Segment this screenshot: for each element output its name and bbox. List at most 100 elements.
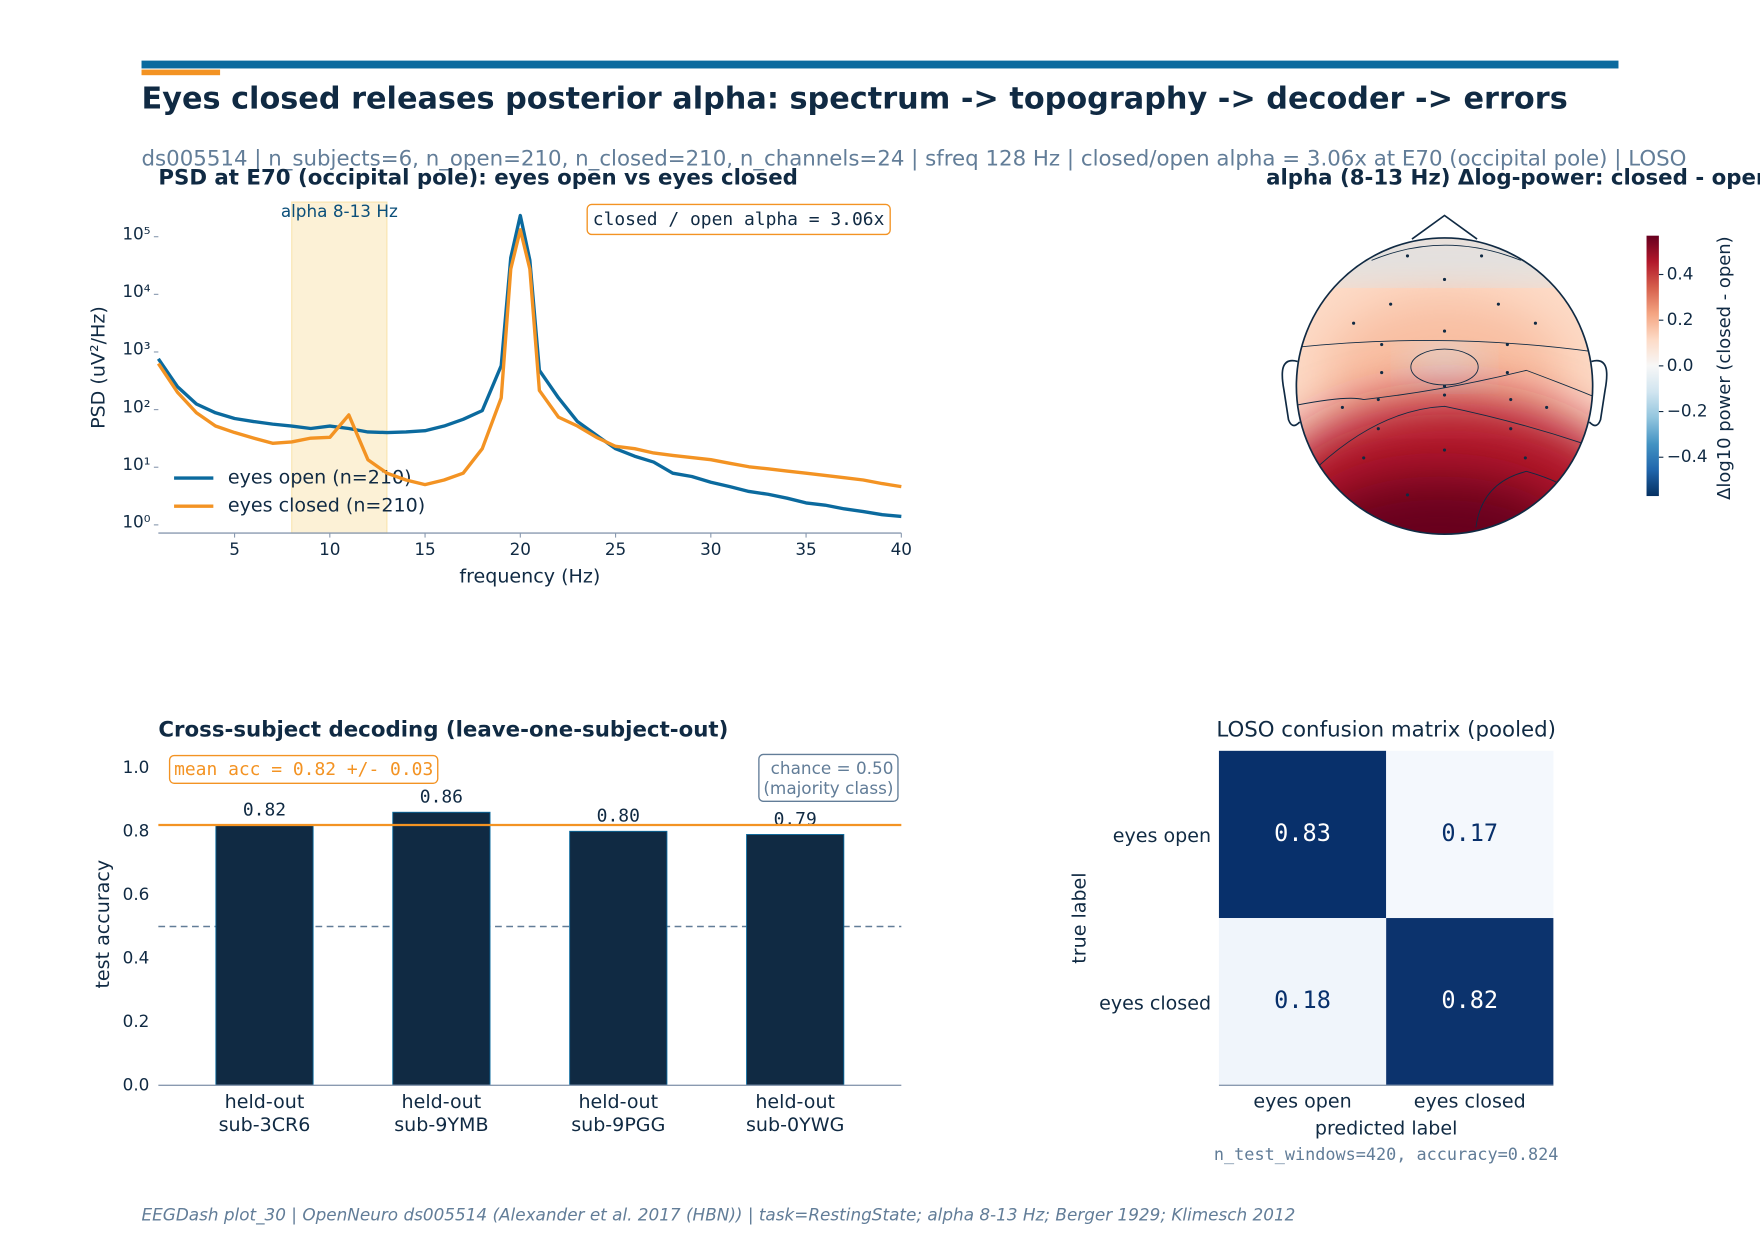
topomap-field [1296, 237, 1593, 535]
sensor [1389, 302, 1393, 306]
sensor [1362, 456, 1366, 460]
annotation: closed / open alpha = 3.06x [593, 209, 885, 230]
sensor [1442, 329, 1447, 333]
field-central [1410, 350, 1479, 384]
y-axis-label: true label [1068, 872, 1090, 963]
cell-label: 0.82 [1441, 986, 1498, 1014]
band-label: alpha 8-13 Hz [281, 201, 398, 221]
legend-label: eyes open (n=210) [228, 467, 412, 489]
right-ear [1588, 359, 1608, 427]
contour [1296, 369, 1593, 407]
sensor [1376, 427, 1380, 431]
sensor [1479, 254, 1484, 258]
sensor [1442, 448, 1447, 452]
chart-title: alpha (8-13 Hz) Δlog-power: closed - ope… [1266, 165, 1760, 190]
sensor [1509, 397, 1513, 402]
value-label: 0.82 [243, 799, 286, 820]
x-tick-label: 5 [229, 539, 240, 559]
value-label: 0.79 [774, 809, 817, 830]
bar [215, 824, 314, 1086]
x-tick-label: 10 [319, 539, 340, 559]
field-occipital [1304, 475, 1574, 535]
x-axis-label: predicted label [1315, 1118, 1458, 1140]
sensor [1442, 277, 1447, 282]
head-outline [1295, 237, 1594, 536]
y-tick-label: 10⁵ [122, 223, 150, 243]
x-tick-label: 40 [891, 539, 912, 559]
y-axis-label: PSD (uV²/Hz) [87, 306, 109, 429]
sensor [1405, 493, 1410, 497]
colorbar-tick-label: 0.2 [1667, 309, 1694, 329]
bar [392, 811, 491, 1086]
x-tick-label: 25 [605, 539, 626, 559]
y-tick-label: 10⁴ [122, 281, 150, 301]
colorbar [1646, 235, 1659, 497]
figure-subtitle: ds005514 | n_subjects=6, n_open=210, n_c… [142, 146, 1687, 171]
x-tick-label: held-out sub-9YMB [394, 1091, 488, 1136]
colorbar-tick-label: 0.0 [1667, 355, 1694, 375]
value-label: 0.80 [597, 806, 640, 827]
y-tick-label: 0.6 [123, 884, 150, 904]
x-tick-label: 20 [510, 539, 531, 559]
psd-line [156, 213, 902, 519]
y-tick-label: 10¹ [122, 454, 150, 474]
cell-label: 0.83 [1274, 819, 1331, 847]
y-tick-label: 0.2 [123, 1011, 150, 1031]
heatmap-cell [1218, 750, 1387, 919]
sensor [1545, 405, 1549, 409]
x-tick-label: 35 [795, 539, 816, 559]
x-tick-label: 15 [414, 539, 435, 559]
contour [1318, 405, 1583, 467]
colorbar-label: Δlog10 power (closed - open) [1714, 236, 1735, 500]
note: n_test_windows=420, accuracy=0.824 [1214, 1144, 1558, 1164]
x-tick-label: held-out sub-0YWG [746, 1091, 844, 1136]
value-label: 0.86 [420, 787, 463, 808]
chart-title: LOSO confusion matrix (pooled) [1216, 718, 1556, 743]
alpha-band [291, 201, 388, 534]
annotation: mean acc = 0.82 +/- 0.03 [174, 759, 433, 780]
field-frontal [1296, 237, 1593, 277]
y-tick-label: eyes closed [1099, 992, 1211, 1014]
annotation-box [168, 754, 439, 784]
colorbar-tick-label: 0.4 [1667, 264, 1694, 284]
y-tick-label: 10⁰ [122, 512, 150, 532]
heatmap-cell [1386, 918, 1554, 1086]
sensor [1505, 371, 1509, 375]
sensor [1405, 254, 1410, 258]
y-tick-label: 10³ [122, 339, 150, 359]
contour [1371, 244, 1522, 261]
heatmap-cell [1386, 750, 1554, 919]
sensor [1442, 384, 1447, 388]
sensor [1509, 427, 1513, 431]
left-ear [1281, 359, 1301, 427]
legend-label: eyes closed (n=210) [228, 495, 425, 517]
header-accent [141, 69, 221, 76]
cell-label: 0.18 [1274, 986, 1331, 1014]
x-tick-label: eyes closed [1414, 1091, 1526, 1113]
bar [746, 834, 845, 1086]
annotation: chance = 0.50 (majority class) [763, 758, 893, 798]
header-rule [141, 60, 1619, 69]
y-tick-label: eyes open [1113, 825, 1211, 847]
annotation-box [758, 753, 899, 803]
sensor [1505, 342, 1509, 347]
annotation-box [586, 203, 891, 236]
chart-title: Cross-subject decoding (leave-one-subjec… [158, 718, 728, 743]
colorbar-tick-label: −0.2 [1667, 401, 1708, 421]
sensor [1442, 393, 1447, 397]
colorbar-tick-label: −0.4 [1667, 446, 1708, 466]
y-tick-label: 1.0 [123, 757, 150, 777]
footer: EEGDash plot_30 | OpenNeuro ds005514 (Al… [142, 1204, 1296, 1225]
sensor [1352, 321, 1356, 325]
heatmap-cell [1218, 918, 1387, 1086]
x-axis-label: frequency (Hz) [459, 565, 600, 587]
y-tick-label: 0.0 [123, 1074, 150, 1094]
sensor [1523, 456, 1527, 460]
sensor [1533, 321, 1537, 325]
sensor [1496, 302, 1500, 306]
bar [569, 830, 668, 1086]
sensor [1380, 371, 1384, 375]
x-tick-label: 30 [700, 539, 721, 559]
